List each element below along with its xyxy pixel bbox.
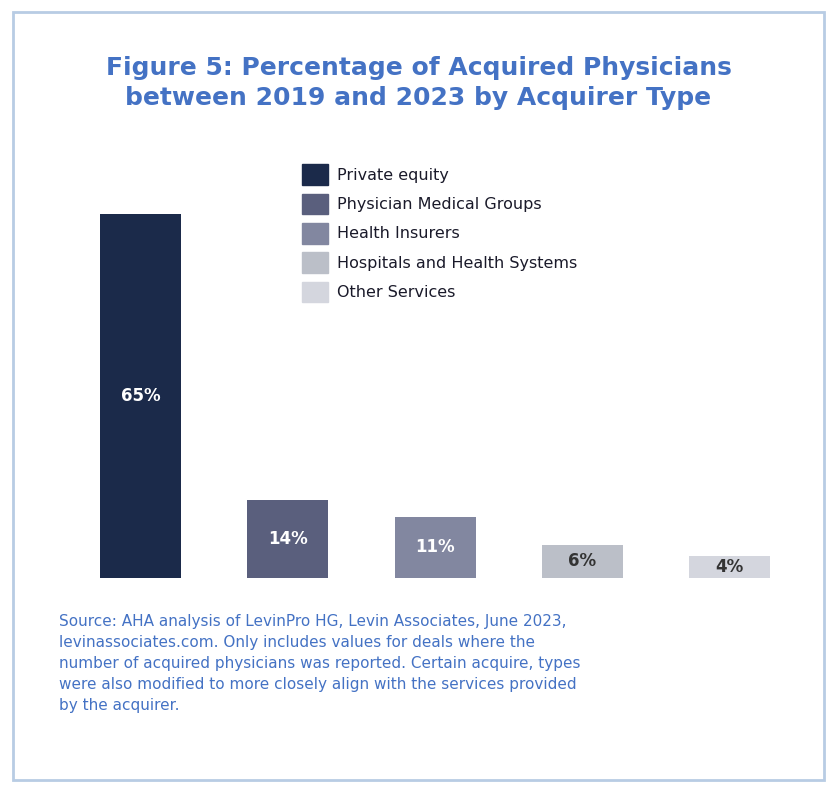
Bar <box>689 556 769 578</box>
Text: 6%: 6% <box>568 552 596 570</box>
Text: Source: AHA analysis of LevinPro HG, Levin Associates, June 2023,
levinassociate: Source: AHA analysis of LevinPro HG, Lev… <box>59 614 579 713</box>
Bar <box>542 545 622 578</box>
Text: 14%: 14% <box>268 530 308 548</box>
Bar <box>395 516 475 578</box>
Legend: Private equity, Physician Medical Groups, Health Insurers, Hospitals and Health : Private equity, Physician Medical Groups… <box>296 158 584 309</box>
Text: 65%: 65% <box>120 387 161 406</box>
Bar <box>247 500 328 578</box>
Text: 11%: 11% <box>415 539 455 556</box>
Text: 4%: 4% <box>715 558 743 576</box>
Text: Figure 5: Percentage of Acquired Physicians
between 2019 and 2023 by Acquirer Ty: Figure 5: Percentage of Acquired Physici… <box>105 55 731 111</box>
Bar <box>100 215 181 578</box>
